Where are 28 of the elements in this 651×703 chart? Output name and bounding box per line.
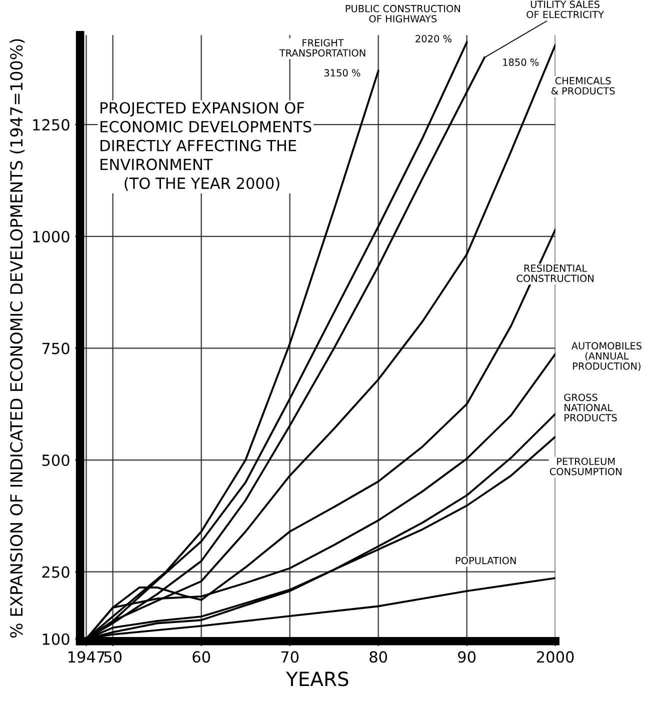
y-tick-label: 100 bbox=[42, 633, 70, 645]
y-tick-label: 500 bbox=[42, 454, 70, 466]
text: PUBLIC CONSTRUCTION OF HIGHWAYS bbox=[346, 4, 460, 22]
series-label: CHEMICALS & PRODUCTS bbox=[551, 77, 615, 95]
x-tick-label: 2000 bbox=[536, 651, 574, 663]
y-tick-label: 1000 bbox=[33, 230, 70, 242]
series-label: PETROLEUM CONSUMPTION bbox=[550, 458, 622, 476]
series-label: FREIGHT TRANSPORTATION bbox=[279, 39, 366, 57]
series-label: AUTOMOBILES (ANNUAL PRODUCTION) bbox=[571, 342, 642, 371]
y-axis-title: % EXPANSION OF INDICATED ECONOMIC DEVELOPMENTS (1947=100%) bbox=[10, 39, 25, 638]
text: PROJECTED EXPANSION OF ECONOMIC DEVELOPMENTS DIRECTLY AFFECTING THE ENVIRONMENT (TO THE YEAR 2000) bbox=[100, 102, 312, 191]
x-tick-label: 60 bbox=[192, 651, 210, 663]
x-tick-label: 90 bbox=[458, 651, 476, 663]
text: UTILITY SALES OF ELECTRICITY bbox=[526, 0, 604, 18]
series-label: POPULATION bbox=[456, 556, 516, 564]
y-tick-label: 250 bbox=[42, 566, 70, 578]
y-tick-label: 1250 bbox=[33, 119, 70, 131]
y-tick-label: 750 bbox=[42, 342, 70, 354]
x-axis-title: YEARS bbox=[286, 672, 348, 686]
x-tick-label: 1947 bbox=[68, 651, 104, 663]
series-label: GROSS NATIONAL PRODUCTS bbox=[564, 394, 617, 422]
annotation: 3150 % bbox=[324, 69, 360, 77]
x-tick-label: 80 bbox=[370, 651, 388, 663]
annotation: 2020 % bbox=[416, 34, 452, 42]
x-tick-label: 50 bbox=[104, 651, 122, 663]
annotation: 1850 % bbox=[503, 58, 539, 66]
series-label: RESIDENTIAL CONSTRUCTION bbox=[516, 264, 594, 282]
x-tick-label: 70 bbox=[281, 651, 299, 663]
